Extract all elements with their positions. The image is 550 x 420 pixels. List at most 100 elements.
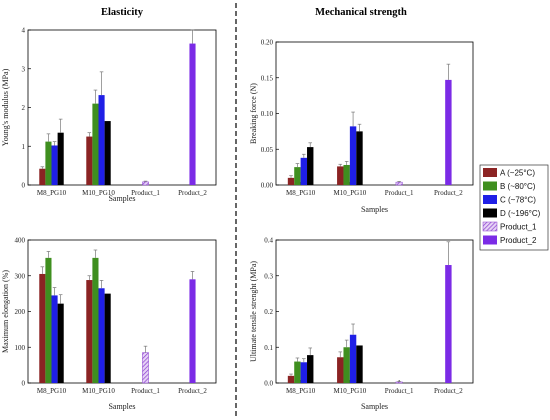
y-tick-label: 0 [22, 182, 26, 190]
x-tick-label: Product_2 [178, 387, 207, 395]
bar-m8_pg10-c [51, 295, 58, 383]
bar-product_1-product_1 [142, 352, 149, 384]
y-tick-label: 0.00 [261, 182, 274, 190]
y-tick-label: 0.4 [264, 237, 273, 245]
y-tick-label: 300 [15, 272, 26, 280]
x-tick-label: Product_2 [434, 387, 463, 395]
legend-swatch [483, 208, 497, 218]
plot-frame [275, 239, 474, 384]
legend-swatch [482, 221, 498, 232]
bar-m8_pg10-d [307, 355, 314, 383]
y-axis-label: Breaking force (N) [249, 83, 258, 144]
bar-m10_pg10-c [349, 334, 357, 383]
legend-label: Product_2 [500, 236, 537, 245]
x-axis-label: Samples [108, 402, 135, 411]
left-section-title: Elasticity [101, 7, 144, 18]
bar-m10_pg10-d [356, 131, 363, 185]
bar-m10_pg10-d [356, 345, 363, 383]
legend-label: Product_1 [500, 223, 537, 232]
right-section-title: Mechanical strength [315, 7, 407, 18]
x-tick-label: Product_2 [178, 189, 207, 197]
x-tick-label: M8_PG10 [286, 189, 316, 197]
x-tick-label: Product_1 [131, 189, 160, 197]
x-tick-label: Product_1 [131, 387, 160, 395]
legend-swatch [483, 235, 497, 245]
bar-m10_pg10-a [337, 166, 344, 185]
bar-m8_pg10-d [57, 132, 64, 185]
legend: A (~25°C) B (~80°C) C (~78°C) D (~196°C) Pro… [479, 164, 549, 251]
bar-m8_pg10-c [51, 145, 58, 185]
bar-m8_pg10-a [287, 375, 295, 383]
y-tick-label: 4 [22, 27, 26, 35]
y-tick-label: 0.1 [264, 344, 273, 352]
y-tick-label: 0.3 [264, 272, 273, 280]
bar-m10_pg10-b [343, 164, 350, 185]
x-tick-label: Product_2 [434, 189, 463, 197]
legend-swatch [483, 168, 497, 177]
bar-m8_pg10-a [287, 177, 295, 185]
legend-label: C (~78°C) [500, 196, 536, 205]
x-tick-label: M8_PG10 [286, 387, 316, 395]
x-tick-label: M10_PG10 [82, 387, 115, 395]
chart-panels: 0 1 2 3 4 Young's modulus (MPa) M8_PG10 M10_PG1… [1, 27, 474, 411]
x-tick-label: Product_1 [385, 189, 414, 197]
bar-m10_pg10-b [343, 347, 350, 383]
legend-swatch [483, 195, 497, 204]
x-tick-label: M10_PG10 [82, 189, 115, 197]
y-tick-label: 3 [22, 65, 26, 73]
bar-m10_pg10-d [104, 293, 111, 383]
bar-m10_pg10-b [92, 257, 99, 383]
bar-m8_pg10-b [45, 141, 52, 185]
legend-label: D (~196°C) [500, 209, 541, 218]
chart-panel-top-left: 0 1 2 3 4 Young's modulus (MPa) M8_PG10 M10_PG1… [1, 27, 217, 203]
bar-product_2-product_2 [189, 43, 196, 185]
x-tick-label: M10_PG10 [334, 387, 367, 395]
x-axis-label: Samples [361, 402, 388, 411]
bar-m8_pg10-b [45, 257, 52, 383]
y-tick-label: 0.0 [264, 380, 273, 388]
y-tick-label: 0.20 [261, 39, 274, 47]
y-tick-label: 1 [22, 143, 26, 151]
bar-m10_pg10-c [98, 288, 105, 383]
bar-m10_pg10-a [86, 136, 93, 185]
legend-label: B (~80°C) [500, 182, 536, 191]
y-tick-label: 400 [15, 237, 26, 245]
x-axis-label: Samples [361, 205, 388, 214]
bar-m10_pg10-c [98, 95, 105, 185]
y-axis-label: Ultimate tensile strenght (MPa) [249, 261, 258, 362]
y-tick-label: 0.10 [261, 110, 274, 118]
bar-m8_pg10-b [294, 167, 301, 185]
bar-product_2-product_2 [189, 279, 196, 383]
chart-panel-top-right: 0.00 0.05 0.10 0.15 0.20 Breaking force (N) M8… [249, 39, 474, 214]
bar-m10_pg10-a [86, 280, 93, 383]
bar-product_2-product_2 [445, 79, 452, 185]
bar-m8_pg10-d [307, 147, 314, 185]
y-tick-label: 200 [15, 308, 26, 316]
y-tick-label: 0.2 [264, 308, 273, 316]
x-tick-label: M8_PG10 [37, 387, 67, 395]
bar-product_1-product_1 [395, 381, 403, 384]
bar-m8_pg10-a [39, 168, 46, 185]
bar-product_1-product_1 [395, 181, 403, 186]
y-axis-label: Young's modulus (MPa) [1, 68, 10, 146]
bar-m10_pg10-b [92, 103, 99, 185]
y-tick-label: 2 [22, 104, 26, 112]
y-tick-label: 0.15 [261, 74, 274, 82]
bar-m8_pg10-c [300, 362, 308, 383]
bar-m8_pg10-a [39, 273, 46, 383]
bar-m10_pg10-d [104, 121, 111, 185]
x-tick-label: Product_1 [385, 387, 414, 395]
bar-product_1-product_1 [142, 181, 149, 186]
bar-m8_pg10-d [57, 303, 64, 383]
x-axis-label: Samples [108, 194, 135, 203]
bar-m10_pg10-c [349, 126, 357, 185]
legend-swatch [483, 181, 497, 191]
y-tick-label: 0.05 [261, 146, 274, 154]
bar-product_2-product_2 [445, 265, 452, 383]
chart-panel-bottom-right: 0.0 0.1 0.2 0.3 0.4 Ultimate tensile strenght… [249, 237, 474, 411]
y-tick-label: 0 [22, 380, 26, 388]
bar-m8_pg10-b [294, 361, 301, 383]
bar-m8_pg10-c [300, 157, 308, 185]
bar-m10_pg10-a [337, 357, 344, 383]
